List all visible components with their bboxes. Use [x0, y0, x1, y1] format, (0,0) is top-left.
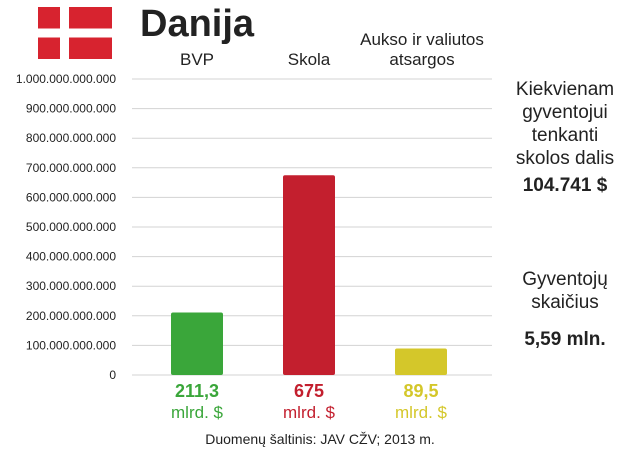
y-tick-label: 500.000.000.000	[26, 220, 116, 234]
per-capita-debt-value: 104.741 $	[522, 175, 608, 196]
per-capita-label-line: skolos dalis	[515, 148, 615, 169]
bar	[395, 348, 447, 375]
data-source-note: Duomenų šaltinis: JAV CŽV; 2013 m.	[205, 431, 435, 447]
denmark-flag-icon	[38, 7, 112, 59]
y-tick-label: 900.000.000.000	[26, 102, 116, 116]
bar-unit-label: mlrd. $	[171, 403, 224, 422]
column-header-debt: Skola	[224, 50, 394, 70]
country-title: Danija	[140, 3, 255, 45]
y-tick-label: 0	[109, 368, 116, 382]
column-header-line: Skola	[287, 50, 331, 69]
per-capita-label-line: Kiekvienam	[515, 79, 615, 100]
y-tick-label: 1.000.000.000.000	[16, 72, 116, 86]
column-header-gdp: BVP	[112, 50, 282, 70]
per-capita-label-line: gyventojui	[522, 102, 608, 123]
population-value: 5,59 mln.	[524, 329, 606, 350]
population-label: Gyventojų skaičius	[490, 268, 640, 314]
per-capita-debt-label: Kiekvienam gyventojui tenkanti skolos da…	[490, 78, 640, 170]
bar-unit-label: mlrd. $	[395, 403, 448, 422]
bar-value-label: 89,5	[403, 381, 438, 401]
bar	[283, 175, 335, 375]
column-header-line: Aukso ir valiutos	[360, 30, 484, 49]
y-tick-label: 200.000.000.000	[26, 309, 116, 323]
column-header-reserves: Aukso ir valiutos atsargos	[337, 30, 507, 70]
column-header-line: atsargos	[389, 50, 455, 69]
y-tick-label: 600.000.000.000	[26, 190, 116, 204]
bar-unit-label: mlrd. $	[283, 403, 336, 422]
population-label-line: skaičius	[531, 292, 599, 313]
y-tick-label: 100.000.000.000	[26, 338, 116, 352]
y-tick-label: 800.000.000.000	[26, 131, 116, 145]
bar-value-label: 675	[294, 381, 324, 401]
y-tick-label: 700.000.000.000	[26, 161, 116, 175]
bar-value-label: 211,3	[175, 381, 219, 401]
column-header-line: BVP	[179, 50, 215, 69]
population-label-line: Gyventojų	[522, 269, 608, 290]
bar	[171, 312, 223, 375]
y-tick-label: 300.000.000.000	[26, 279, 116, 293]
y-tick-label: 400.000.000.000	[26, 250, 116, 264]
per-capita-label-line: tenkanti	[531, 125, 599, 146]
